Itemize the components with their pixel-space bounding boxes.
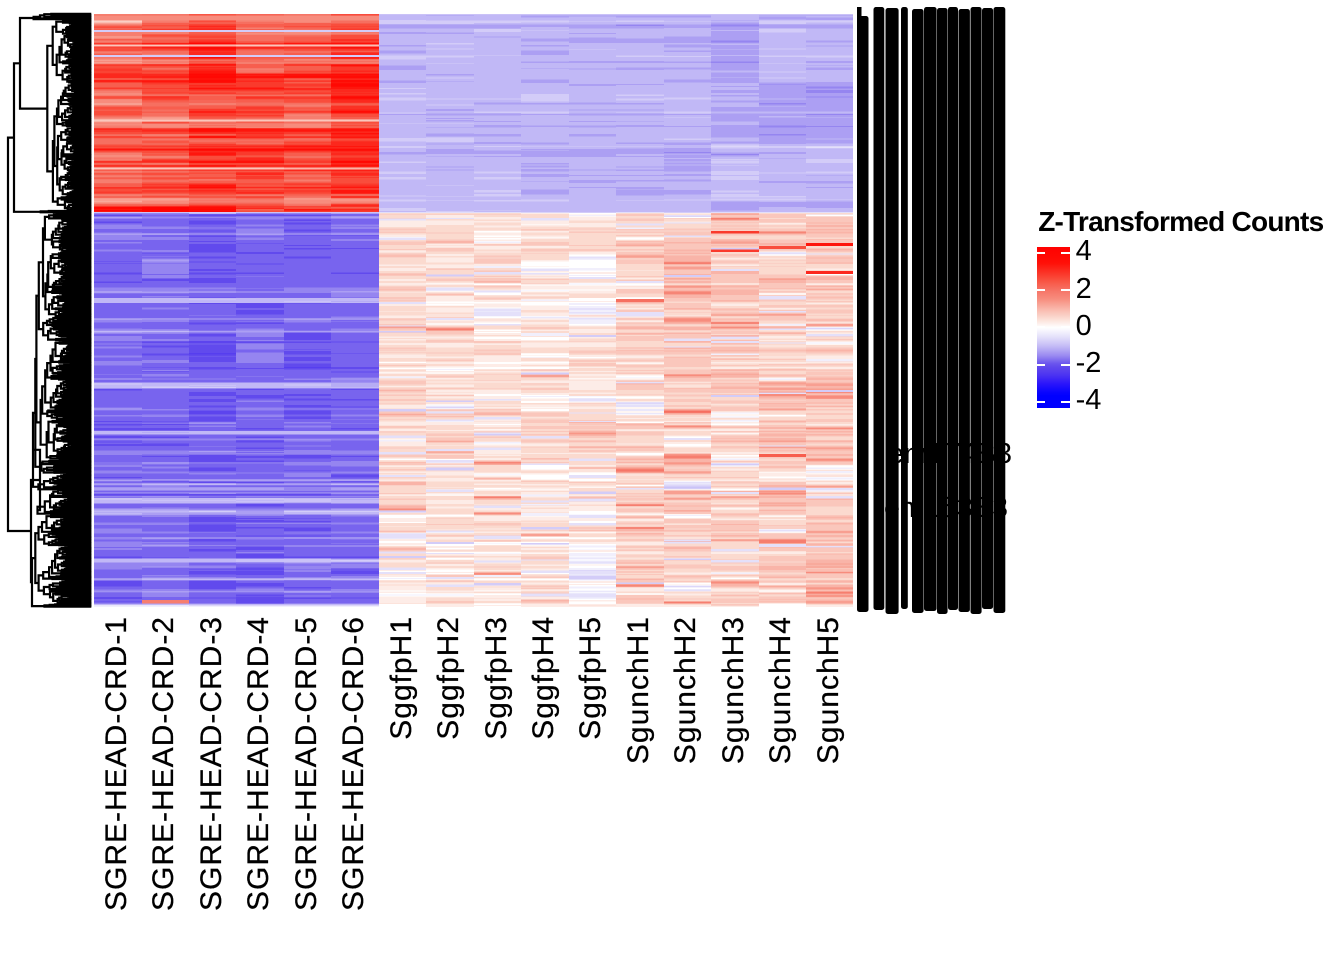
svg-text:em174B3: em174B3	[888, 438, 1012, 470]
svg-text:em163B3: em163B3	[884, 492, 1008, 524]
